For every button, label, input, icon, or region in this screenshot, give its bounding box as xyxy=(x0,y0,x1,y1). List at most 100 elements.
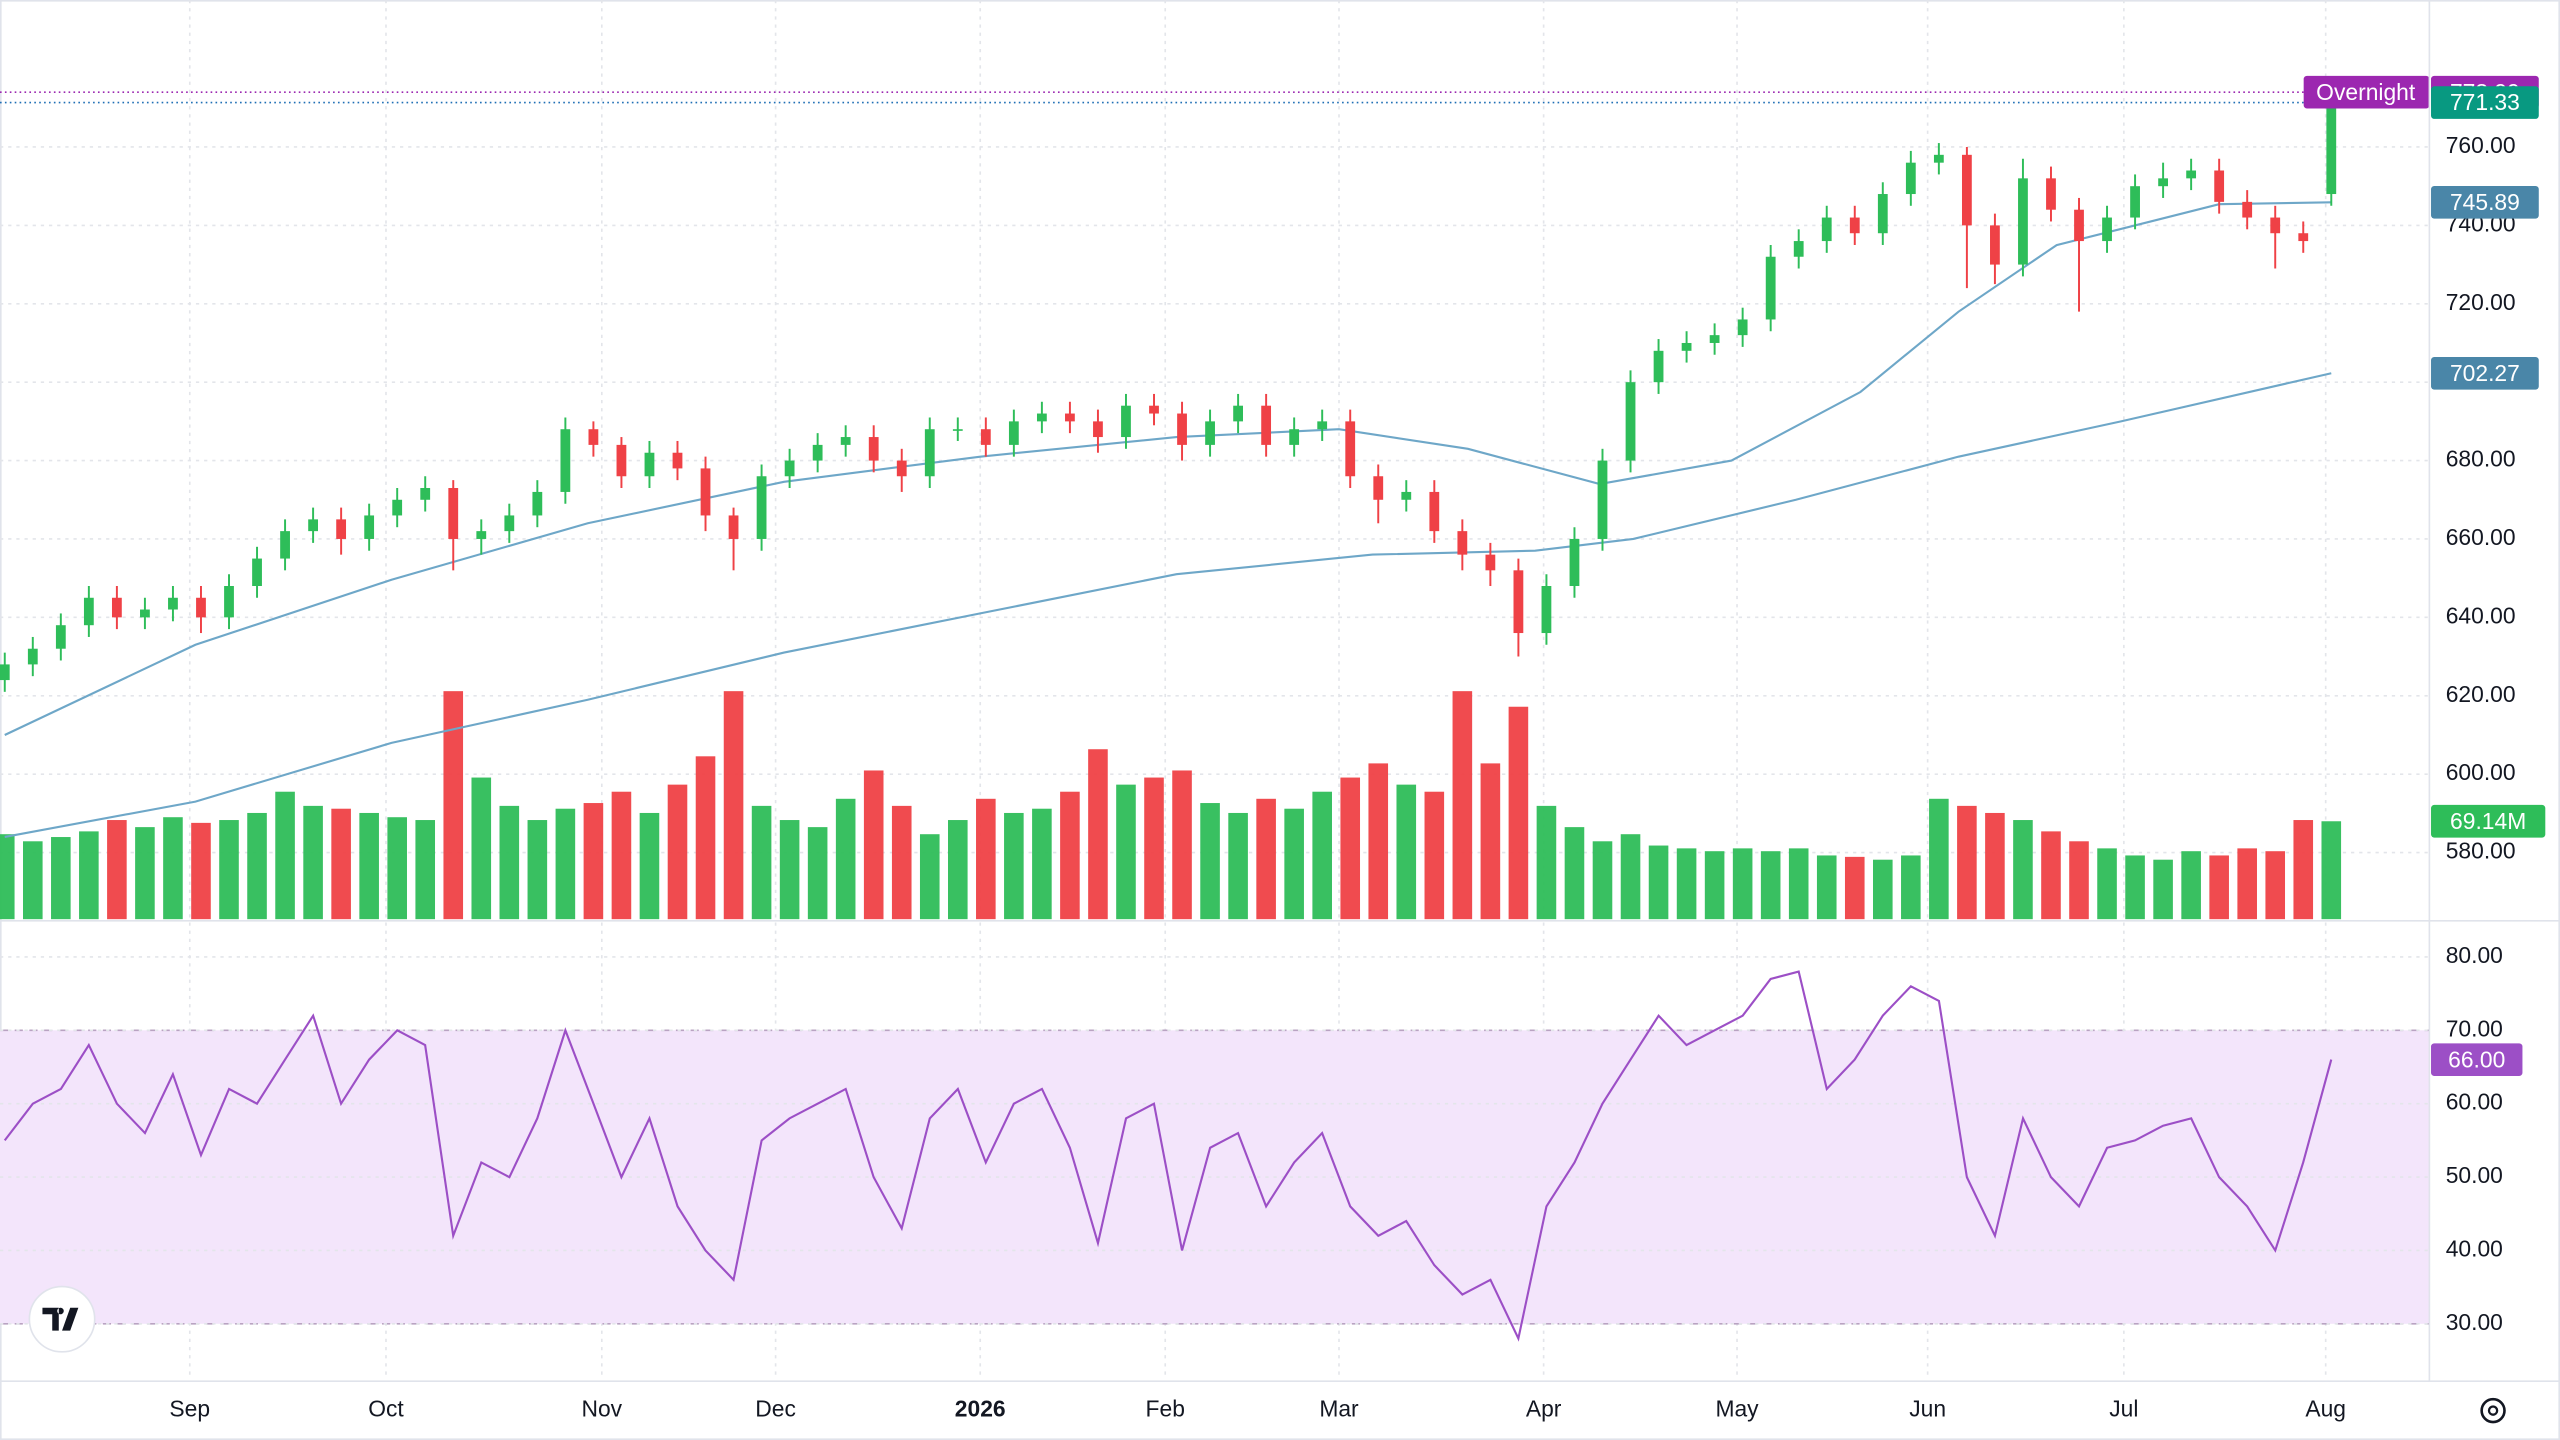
candle-body xyxy=(1401,491,1412,500)
volume-bar xyxy=(779,820,800,920)
x-tick-label: Jun xyxy=(1909,1396,1946,1422)
price-tag-label: 66.00 xyxy=(2448,1046,2505,1072)
x-tick-label: Oct xyxy=(368,1396,404,1422)
x-tick-label: May xyxy=(1715,1396,1759,1422)
x-tick-label: Aug xyxy=(2305,1396,2346,1422)
y-tick-label: 580.00 xyxy=(2446,838,2516,864)
volume-bar xyxy=(415,820,436,920)
candle-body xyxy=(476,531,487,539)
candle-body xyxy=(252,558,262,587)
volume-bar xyxy=(2265,851,2286,920)
y-tick-label: 60.00 xyxy=(2446,1089,2503,1115)
candle-body xyxy=(2130,186,2140,218)
candle-body xyxy=(952,429,963,431)
logo-mark xyxy=(42,1307,79,1331)
volume-bar xyxy=(0,834,15,920)
volume-bar xyxy=(2321,821,2342,920)
candle-body xyxy=(2326,102,2337,195)
volume-bar xyxy=(219,820,239,920)
volume-bar xyxy=(2209,855,2229,920)
y-tick-label: 30.00 xyxy=(2446,1309,2503,1335)
volume-bar xyxy=(976,798,996,920)
volume-bar xyxy=(1929,798,1949,920)
volume-bar xyxy=(948,820,968,920)
volume-bar xyxy=(2013,820,2033,920)
candle-body xyxy=(1905,162,1916,195)
volume-bar xyxy=(1844,856,1865,920)
candle-body xyxy=(1261,405,1272,445)
candle-body xyxy=(196,597,206,618)
candle-body xyxy=(111,597,122,618)
volume-bar xyxy=(1760,851,1781,920)
volume-bar xyxy=(135,827,155,920)
volume-bar xyxy=(1676,848,1697,920)
volume-bar xyxy=(2237,848,2257,920)
logo-badge[interactable] xyxy=(28,1285,96,1353)
candle-body xyxy=(2298,233,2309,242)
volume-bar xyxy=(1648,845,1669,920)
x-tick-label: Mar xyxy=(1319,1396,1359,1422)
y-tick-label: 660.00 xyxy=(2446,524,2516,550)
x-tick-label: Jul xyxy=(2109,1396,2138,1422)
candle-body xyxy=(2270,217,2281,234)
volume-bar xyxy=(1957,805,1977,920)
x-tick-label: 2026 xyxy=(955,1396,1006,1422)
volume-bar xyxy=(1256,798,1276,920)
price-tag-label: 702.27 xyxy=(2450,360,2520,386)
candle-body xyxy=(1990,225,2000,265)
price-tag xyxy=(2431,86,2539,119)
candle-body xyxy=(1765,256,1776,320)
candle-body xyxy=(0,664,10,681)
candle-body xyxy=(532,491,543,516)
volume-bar xyxy=(163,817,183,920)
volume-bar xyxy=(2041,831,2061,920)
candle-body xyxy=(1093,421,1103,438)
volume-bar xyxy=(443,691,464,920)
candle-body xyxy=(1877,194,1888,234)
volume-bar xyxy=(1144,777,1164,920)
volume-bar xyxy=(1620,834,1641,920)
candle-body xyxy=(420,488,431,500)
price-tag-label: 69.14M xyxy=(2450,808,2526,834)
volume-bar xyxy=(331,808,351,920)
candle-body xyxy=(1541,586,1552,634)
logo[interactable] xyxy=(28,1285,96,1353)
candle-body xyxy=(1149,405,1159,414)
candle-body xyxy=(1233,405,1243,422)
candle-body xyxy=(364,515,375,539)
y-tick-label: 80.00 xyxy=(2446,942,2503,968)
price-tag xyxy=(2431,185,2539,219)
candle-body xyxy=(980,429,991,445)
settings-button[interactable] xyxy=(2480,1397,2506,1424)
candle-body xyxy=(644,452,655,477)
price-tag xyxy=(2431,804,2546,838)
candle-body xyxy=(1513,570,1524,634)
volume-bar xyxy=(247,812,267,920)
candle-body xyxy=(504,515,515,532)
price-tag xyxy=(2431,356,2539,390)
volume-bar xyxy=(695,756,716,920)
volume-bar xyxy=(751,805,772,920)
volume-bar xyxy=(1368,763,1389,920)
candle-body xyxy=(1345,421,1356,477)
price-tag-label: 745.89 xyxy=(2450,189,2520,215)
candle-body xyxy=(1821,217,1832,242)
volume-bar xyxy=(499,805,520,920)
volume-bar xyxy=(1788,848,1809,920)
volume-bar xyxy=(359,812,379,920)
volume-bar xyxy=(1564,827,1585,920)
candle-body xyxy=(1065,413,1075,422)
volume-bar xyxy=(863,770,884,920)
volume-bar xyxy=(1396,784,1417,920)
candle-body xyxy=(1793,241,1804,257)
volume-bar xyxy=(1228,812,1248,920)
candle-body xyxy=(27,648,38,665)
volume-bar xyxy=(2069,841,2089,920)
volume-bar xyxy=(1873,859,1893,920)
candle-body xyxy=(728,515,739,539)
volume-bar xyxy=(611,791,632,920)
volume-bar xyxy=(1592,841,1613,920)
volume-bar xyxy=(1060,791,1080,920)
gear[interactable] xyxy=(2480,1397,2506,1424)
candle-body xyxy=(868,437,879,461)
